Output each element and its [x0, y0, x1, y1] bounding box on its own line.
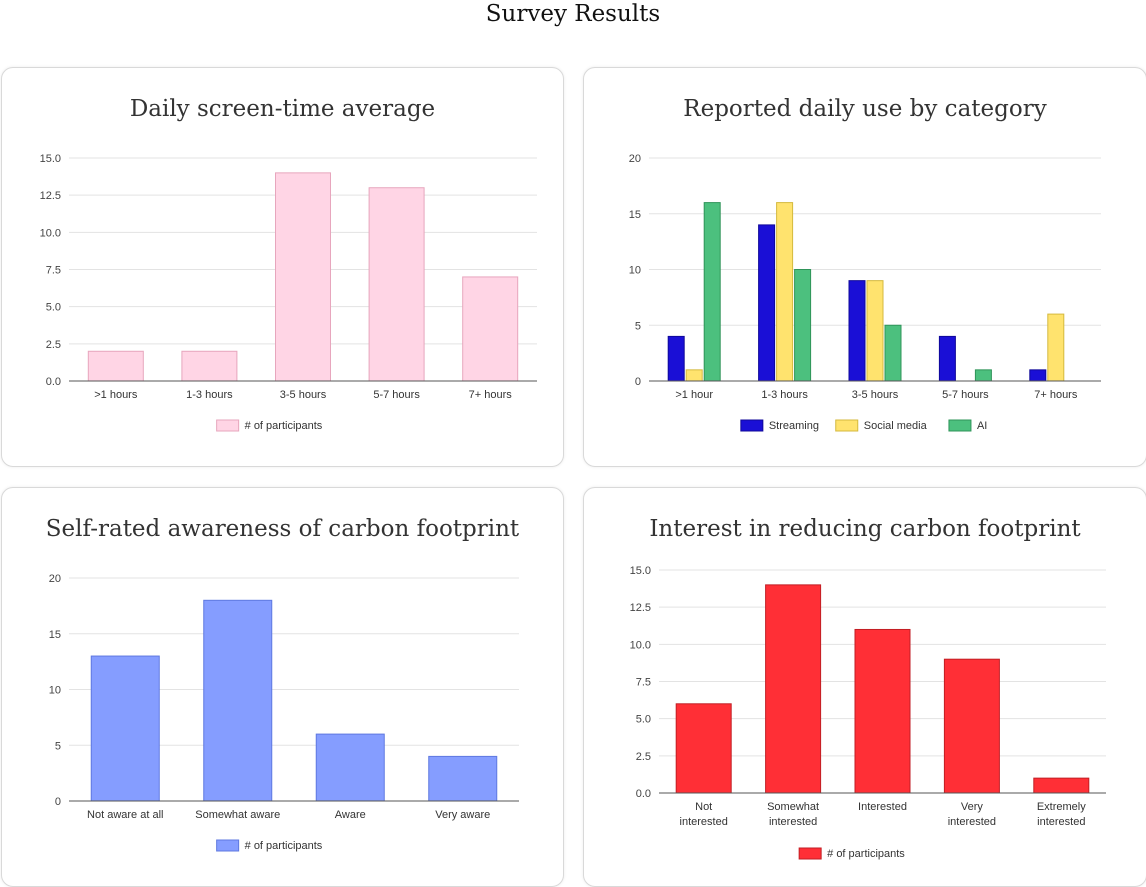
y-tick-label: 12.5: [40, 190, 61, 202]
y-tick-label: 20: [629, 153, 641, 165]
y-tick-label: 10.0: [630, 639, 651, 651]
x-tick-label: 3-5 hours: [280, 389, 327, 401]
legend-label: # of participants: [827, 848, 905, 860]
bar: [368, 187, 425, 382]
chart-title: Reported daily use by category: [683, 96, 1047, 122]
chart-card-screen-time: Daily screen-time average 0.0 2.5 5.0 7.5 10…: [1, 67, 564, 467]
x-tick-label: interested: [948, 816, 996, 828]
x-tick-label: Not aware at all: [87, 809, 163, 821]
x-tick-label: 1-3 hours: [186, 389, 233, 401]
legend-swatch: [216, 419, 240, 432]
bar: [854, 628, 911, 794]
bar: [203, 599, 273, 802]
y-tick-label: 15: [629, 209, 641, 221]
x-tick-label: Somewhat: [767, 801, 819, 813]
chart-title: Interest in reducing carbon footprint: [649, 516, 1081, 542]
bar: [794, 269, 812, 382]
legend-label: # of participants: [245, 420, 323, 432]
chart-title: Self-rated awareness of carbon footprint: [45, 516, 520, 542]
bar: [685, 369, 703, 382]
bar: [765, 584, 822, 794]
page-title: Survey Results: [485, 1, 661, 27]
chart-card-interest: Interest in reducing carbon footprint 0.…: [583, 487, 1146, 887]
x-tick-label: 3-5 hours: [852, 389, 899, 401]
chart-interest: 0.0 2.5 5.0 7.5 10.0 12.5 15.0 Not interested Som…: [630, 565, 1106, 860]
y-tick-label: 0: [635, 376, 641, 388]
bar: [1033, 777, 1090, 794]
bar: [275, 172, 331, 382]
x-tick-label: >1 hour: [675, 389, 713, 401]
bar: [181, 350, 238, 382]
y-tick-label: 2.5: [46, 339, 61, 351]
legend-swatch: [835, 419, 859, 432]
legend-label: Streaming: [769, 420, 819, 432]
chart-daily-use: 0 5 10 15 20 >1 hour 1-3 hours 3-5 hours 5-7 hou…: [629, 153, 1101, 432]
legend-label: Social media: [864, 420, 928, 432]
x-tick-label: Very aware: [435, 809, 490, 821]
y-tick-label: 5.0: [636, 714, 651, 726]
x-tick-label: interested: [680, 816, 728, 828]
bar: [703, 202, 721, 382]
bar: [90, 655, 160, 802]
legend-swatch: [798, 847, 822, 860]
x-tick-label: Aware: [335, 809, 366, 821]
chart-awareness: 0 5 10 15 20 Not aware at all Somewhat aware Aw…: [49, 573, 519, 852]
bar: [848, 280, 866, 382]
y-tick-label: 7.5: [636, 677, 651, 689]
y-tick-label: 12.5: [630, 602, 651, 614]
y-tick-label: 2.5: [636, 751, 651, 763]
bar: [667, 335, 685, 382]
bar: [1047, 313, 1065, 382]
y-tick-label: 15: [49, 629, 61, 641]
x-tick-label: Not: [695, 801, 712, 813]
x-tick-label: interested: [1037, 816, 1085, 828]
legend-swatch: [740, 419, 764, 432]
bar: [938, 335, 956, 382]
x-tick-label: Interested: [858, 801, 907, 813]
bar: [315, 733, 385, 802]
x-tick-label: interested: [769, 816, 817, 828]
x-tick-label: >1 hours: [94, 389, 138, 401]
bar: [87, 350, 144, 382]
x-tick-label: Extremely: [1037, 801, 1086, 813]
y-tick-label: 0.0: [46, 376, 61, 388]
y-tick-label: 5: [635, 320, 641, 332]
y-tick-label: 10.0: [40, 227, 61, 239]
bar: [428, 755, 498, 802]
y-tick-label: 0: [55, 796, 61, 808]
y-tick-label: 10: [49, 685, 61, 697]
y-tick-label: 10: [629, 265, 641, 277]
x-tick-label: 7+ hours: [469, 389, 513, 401]
bar: [974, 369, 992, 382]
x-tick-label: Very: [961, 801, 984, 813]
legend-label: AI: [977, 420, 987, 432]
bar: [758, 224, 776, 382]
x-tick-label: 1-3 hours: [761, 389, 808, 401]
bar: [943, 658, 1000, 794]
legend-swatch: [216, 839, 240, 852]
y-tick-label: 5.0: [46, 302, 61, 314]
y-tick-label: 7.5: [46, 265, 61, 277]
y-tick-label: 0.0: [636, 788, 651, 800]
y-tick-label: 15.0: [630, 565, 651, 577]
y-tick-label: 20: [49, 573, 61, 585]
bar: [675, 703, 732, 794]
chart-card-awareness: Self-rated awareness of carbon footprint…: [1, 487, 564, 887]
x-tick-label: Somewhat aware: [195, 809, 280, 821]
bar: [462, 276, 519, 382]
bar: [866, 280, 884, 382]
x-tick-label: 7+ hours: [1034, 389, 1078, 401]
chart-screen-time: 0.0 2.5 5.0 7.5 10.0 12.5 15.0 >1 hours 1-3 hour…: [40, 153, 537, 432]
y-tick-label: 15.0: [40, 153, 61, 165]
x-tick-label: 5-7 hours: [373, 389, 420, 401]
chart-card-daily-use: Reported daily use by category 0 5 10 15 20 >…: [583, 67, 1146, 467]
chart-title: Daily screen-time average: [129, 96, 436, 122]
bar: [1029, 369, 1047, 382]
y-tick-label: 5: [55, 740, 61, 752]
legend-swatch: [948, 419, 972, 432]
x-tick-label: 5-7 hours: [942, 389, 989, 401]
bar: [884, 324, 902, 382]
bar: [776, 202, 794, 382]
legend-label: # of participants: [245, 840, 323, 852]
